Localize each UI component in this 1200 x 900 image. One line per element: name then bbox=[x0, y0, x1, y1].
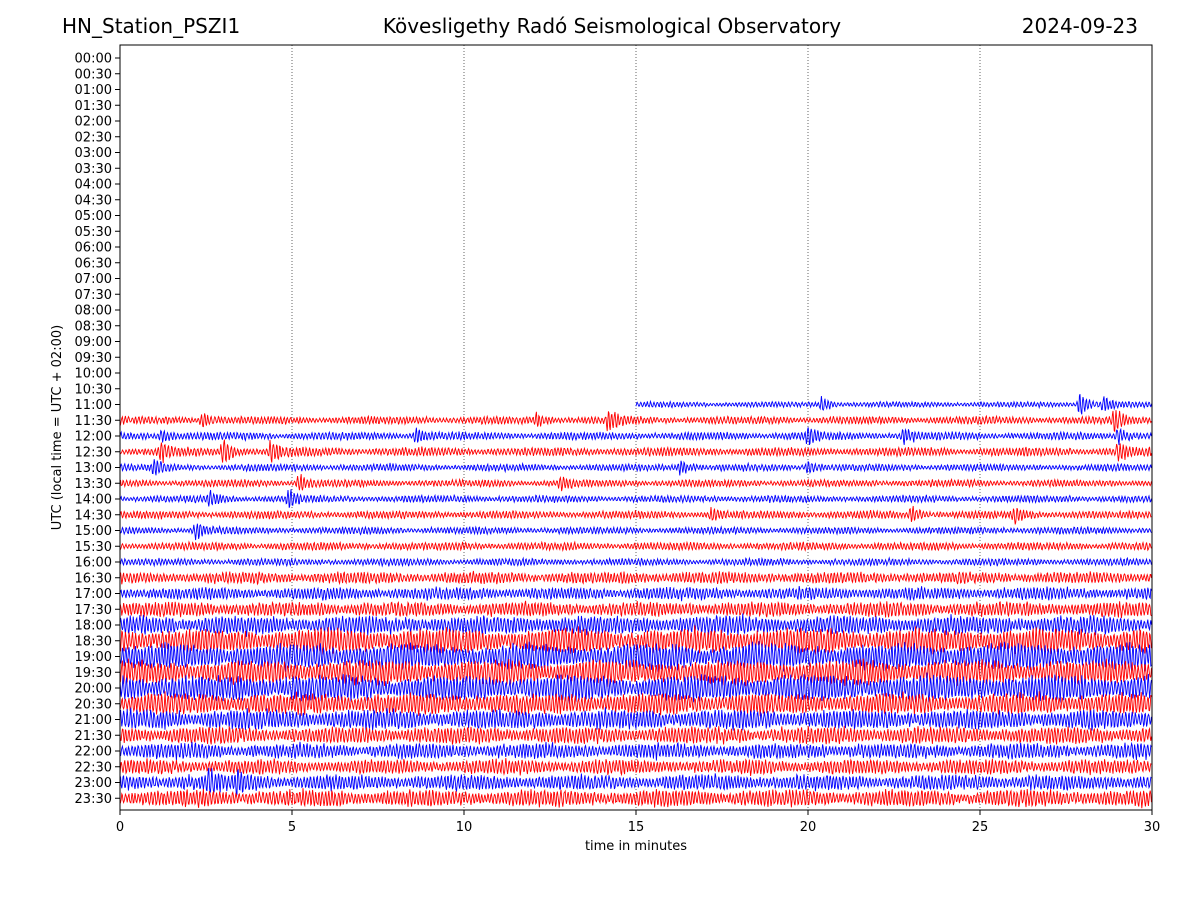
trace-1400 bbox=[119, 489, 1152, 508]
y-tick-label: 22:30 bbox=[75, 760, 112, 775]
trace-2230 bbox=[119, 758, 1152, 777]
y-tick-label: 20:00 bbox=[75, 682, 112, 697]
observatory-title: Kövesligethy Radó Seismological Observat… bbox=[382, 14, 842, 38]
trace-1630 bbox=[119, 570, 1152, 586]
trace-2100 bbox=[119, 707, 1152, 732]
trace-1730 bbox=[119, 600, 1152, 618]
trace-1700 bbox=[119, 586, 1152, 602]
y-tick-label: 16:00 bbox=[75, 556, 112, 571]
y-tick-label: 10:30 bbox=[75, 382, 112, 397]
trace-1130 bbox=[119, 410, 1152, 433]
y-tick-label: 03:00 bbox=[75, 146, 112, 161]
y-tick-label: 18:30 bbox=[75, 634, 112, 649]
x-tick-label: 0 bbox=[116, 820, 124, 835]
x-tick-label: 25 bbox=[972, 820, 989, 835]
y-tick-label: 02:30 bbox=[75, 130, 112, 145]
y-tick-label: 20:30 bbox=[75, 697, 112, 712]
y-tick-label: 15:00 bbox=[75, 524, 112, 539]
y-tick-label: 23:00 bbox=[75, 776, 112, 791]
x-tick-label: 10 bbox=[456, 820, 473, 835]
trace-2000 bbox=[119, 672, 1152, 704]
y-tick-label: 11:30 bbox=[75, 414, 112, 429]
y-tick-label: 06:00 bbox=[75, 241, 112, 256]
y-tick-label: 08:00 bbox=[75, 304, 112, 319]
trace-1900 bbox=[119, 641, 1152, 672]
y-tick-label: 03:30 bbox=[75, 162, 112, 177]
y-tick-label: 21:30 bbox=[75, 729, 112, 744]
y-tick-label: 13:00 bbox=[75, 461, 112, 476]
y-tick-label: 12:00 bbox=[75, 430, 112, 445]
x-tick-label: 15 bbox=[628, 820, 645, 835]
y-tick-label: 09:00 bbox=[75, 335, 112, 350]
y-tick-label: 10:00 bbox=[75, 367, 112, 382]
y-tick-label: 14:30 bbox=[75, 508, 112, 523]
y-tick-label: 17:30 bbox=[75, 603, 112, 618]
y-tick-label: 04:00 bbox=[75, 178, 112, 193]
y-axis-ticks: 00:0000:3001:0001:3002:0002:3003:0003:30… bbox=[75, 52, 120, 807]
y-tick-label: 22:00 bbox=[75, 745, 112, 760]
y-tick-label: 05:30 bbox=[75, 225, 112, 240]
y-tick-label: 23:30 bbox=[75, 792, 112, 807]
trace-1300 bbox=[119, 459, 1152, 476]
trace-1830 bbox=[119, 625, 1152, 655]
trace-1330 bbox=[119, 474, 1152, 492]
trace-1800 bbox=[119, 613, 1152, 637]
trace-1500 bbox=[119, 523, 1152, 541]
trace-2330 bbox=[119, 788, 1152, 809]
trace-1430 bbox=[119, 505, 1152, 525]
y-tick-label: 14:00 bbox=[75, 493, 112, 508]
y-tick-label: 08:30 bbox=[75, 319, 112, 334]
trace-1200 bbox=[119, 427, 1152, 446]
y-tick-label: 07:00 bbox=[75, 272, 112, 287]
y-tick-label: 16:30 bbox=[75, 571, 112, 586]
y-tick-label: 01:30 bbox=[75, 99, 112, 114]
y-tick-label: 05:00 bbox=[75, 209, 112, 224]
seismic-traces bbox=[119, 394, 1153, 809]
y-axis-label: UTC (local time = UTC + 02:00) bbox=[50, 325, 65, 530]
y-tick-label: 21:00 bbox=[75, 713, 112, 728]
trace-2300 bbox=[119, 767, 1152, 797]
y-tick-label: 09:30 bbox=[75, 351, 112, 366]
y-tick-label: 18:00 bbox=[75, 619, 112, 634]
trace-2030 bbox=[119, 691, 1152, 717]
station-name: HN_Station_PSZI1 bbox=[62, 14, 241, 38]
x-axis-ticks: 0 5 10 15 20 25 30 bbox=[116, 810, 1160, 835]
y-tick-label: 04:30 bbox=[75, 193, 112, 208]
trace-2130 bbox=[119, 725, 1152, 745]
trace-1600 bbox=[119, 556, 1152, 568]
y-tick-label: 01:00 bbox=[75, 83, 112, 98]
x-tick-label: 5 bbox=[288, 820, 296, 835]
y-tick-label: 07:30 bbox=[75, 288, 112, 303]
y-tick-label: 00:30 bbox=[75, 67, 112, 82]
y-tick-label: 17:00 bbox=[75, 587, 112, 602]
y-tick-label: 00:00 bbox=[75, 52, 112, 67]
x-tick-label: 20 bbox=[800, 820, 817, 835]
y-tick-label: 11:00 bbox=[75, 398, 112, 413]
y-tick-label: 02:00 bbox=[75, 115, 112, 130]
x-tick-label: 30 bbox=[1144, 820, 1161, 835]
y-tick-label: 12:30 bbox=[75, 445, 112, 460]
trace-1100 bbox=[635, 394, 1153, 415]
x-axis-label: time in minutes bbox=[585, 839, 687, 854]
trace-1230 bbox=[119, 439, 1152, 464]
y-tick-label: 13:30 bbox=[75, 477, 112, 492]
y-tick-label: 06:30 bbox=[75, 256, 112, 271]
trace-1530 bbox=[119, 540, 1152, 552]
trace-2200 bbox=[119, 741, 1152, 761]
y-tick-label: 15:30 bbox=[75, 540, 112, 555]
y-tick-label: 19:00 bbox=[75, 650, 112, 665]
y-tick-label: 19:30 bbox=[75, 666, 112, 681]
trace-1930 bbox=[119, 658, 1152, 687]
record-date: 2024-09-23 bbox=[1021, 14, 1138, 38]
